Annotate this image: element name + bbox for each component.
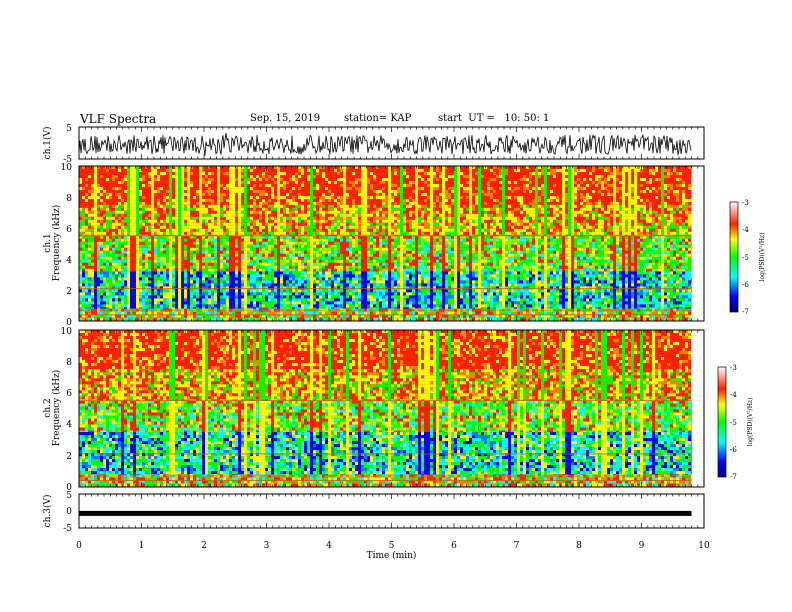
xtick-6: 6 — [451, 541, 457, 551]
xtick-3: 3 — [264, 541, 270, 551]
ch3-flat-line — [79, 510, 692, 516]
ch1-cbar-tick-neg6: -6 — [742, 281, 749, 289]
x-axis: 0 1 2 3 4 5 6 7 8 9 10 Time (min) — [76, 541, 710, 561]
x-axis-ticks — [78, 127, 705, 528]
ch1-cbar-tick-neg3: -3 — [742, 199, 749, 207]
ch2-cbar-tick-neg5: -5 — [730, 419, 737, 427]
ch3-ylabel: ch.3(V) — [42, 495, 53, 528]
ch1-ytick-5: 5 — [66, 124, 72, 134]
ch1-ytick-0: 0 — [66, 318, 72, 328]
ch1-ytick-neg5: -5 — [63, 155, 72, 165]
ch2-cbar-tick-neg3: -3 — [730, 364, 737, 372]
ch3-ytick-5: 5 — [66, 491, 72, 501]
start-time-label: start UT = 10: 50: 1 — [438, 113, 550, 124]
ch2-cbar-tick-neg6: -6 — [730, 446, 737, 454]
station-label: station= KAP — [344, 113, 412, 124]
ch2-ytick-4: 4 — [66, 420, 72, 430]
ch1-waveform-line — [78, 132, 692, 156]
ch1-cbar-tick-neg4: -4 — [742, 226, 749, 234]
ch1-ytick-6: 6 — [66, 225, 72, 235]
figure-title: VLF Spectra — [80, 112, 157, 126]
ch1-ytick-8: 8 — [66, 194, 72, 204]
ch2-colorbar: -3 -4 -5 -6 -7 log(PSD)(V²/Hz) — [717, 364, 754, 481]
ch2-cbar-label: log(PSD)(V²/Hz) — [747, 398, 754, 447]
ch1-spectrogram-cells — [79, 166, 704, 321]
xtick-7: 7 — [514, 541, 520, 551]
ch2-ytick-6: 6 — [66, 389, 72, 399]
ch2-spectrogram-panel: 0 2 4 6 8 10 ch.2 Frequency (kHz) — [43, 327, 705, 493]
ch3-ytick-neg5: -5 — [63, 524, 72, 534]
ch1-cbar-tick-neg7: -7 — [742, 308, 749, 316]
xtick-9: 9 — [639, 541, 645, 551]
xtick-2: 2 — [201, 541, 207, 551]
ch2-cbar-tick-neg4: -4 — [730, 391, 737, 399]
ch1-ylabel: ch.1(V) — [42, 127, 53, 160]
ch1-spectrogram-panel: 0 2 4 6 8 10 ch.1 Frequency (kHz) — [43, 163, 705, 328]
xtick-1: 1 — [139, 541, 145, 551]
ch2-cbar-tick-neg7: -7 — [730, 473, 737, 481]
xtick-5: 5 — [389, 541, 395, 551]
ch1-ytick-2: 2 — [66, 287, 72, 297]
xtick-8: 8 — [576, 541, 582, 551]
ch3-waveform-panel: 5 0 -5 ch.3(V) — [42, 491, 705, 534]
ch1-channel-label: ch.1 — [43, 233, 53, 252]
ch2-ytick-2: 2 — [66, 452, 72, 462]
ch2-freq-ylabel: Frequency (kHz) — [51, 370, 62, 447]
ch1-ytick-4: 4 — [66, 256, 72, 266]
ch2-ytick-10: 10 — [61, 327, 73, 337]
ch1-colorbar: -3 -4 -5 -6 -7 log(PSD)(V²/Hz) — [729, 199, 766, 316]
ch1-cbar-tick-neg5: -5 — [742, 254, 749, 262]
ch2-ytick-0: 0 — [66, 483, 72, 493]
ch2-ytick-8: 8 — [66, 358, 72, 368]
xtick-0: 0 — [76, 541, 82, 551]
xtick-10: 10 — [698, 541, 710, 551]
xtick-4: 4 — [326, 541, 332, 551]
ch1-ytick-10: 10 — [61, 163, 73, 173]
x-axis-label: Time (min) — [367, 550, 417, 561]
ch3-ytick-0: 0 — [66, 507, 72, 517]
ch2-channel-label: ch.2 — [43, 398, 53, 417]
ch1-cbar-label: log(PSD)(V²/Hz) — [759, 233, 766, 282]
ch1-freq-ylabel: Frequency (kHz) — [51, 205, 62, 282]
date-label: Sep. 15, 2019 — [250, 113, 321, 124]
